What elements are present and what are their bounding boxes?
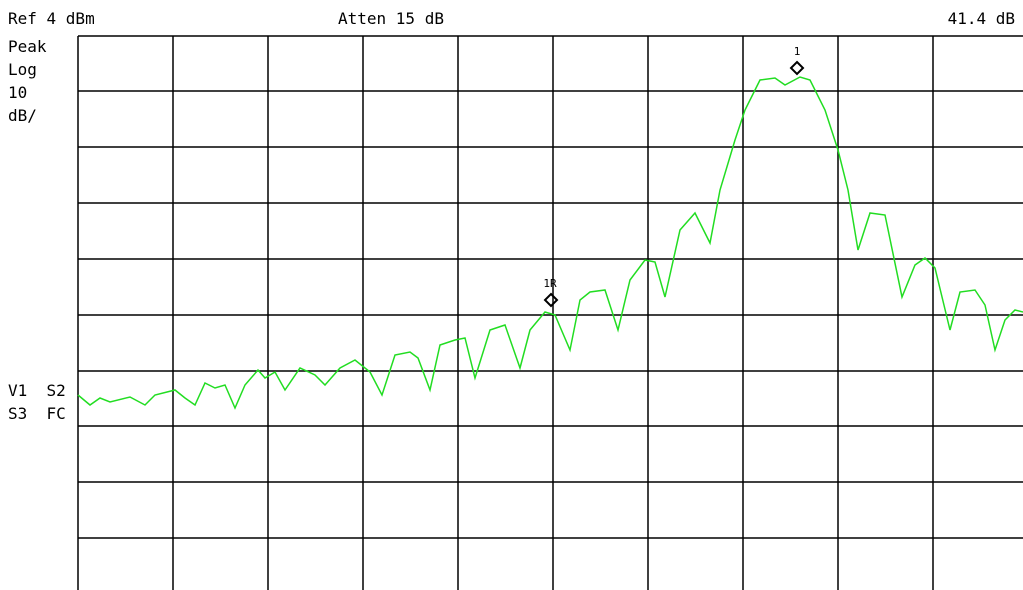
marker-label: 1 xyxy=(794,45,801,58)
detector: Peak xyxy=(8,37,47,56)
ref-level: Ref 4 dBm xyxy=(8,9,95,28)
marker-diamond xyxy=(543,292,559,308)
status-flags: V1 S2 xyxy=(8,381,66,400)
attenuation: Atten 15 dB xyxy=(338,9,444,28)
scale-type: Log xyxy=(8,60,37,79)
scale-unit: dB/ xyxy=(8,106,37,125)
graticule xyxy=(77,35,1023,590)
marker-label: 1R xyxy=(543,277,557,290)
trace xyxy=(77,76,1023,410)
status-flags: S3 FC xyxy=(8,404,66,423)
marker-diamond xyxy=(789,60,805,76)
scale-per-div: 10 xyxy=(8,83,27,102)
marker-delta: 41.4 dB xyxy=(948,9,1015,28)
